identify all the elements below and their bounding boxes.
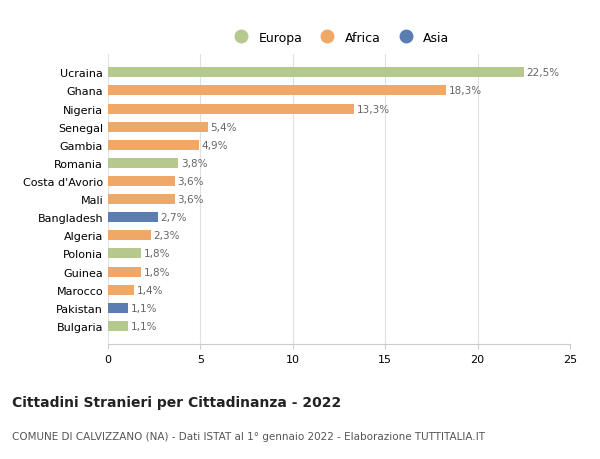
Bar xyxy=(108,140,199,151)
Bar xyxy=(108,177,175,186)
Bar xyxy=(108,231,151,241)
Bar xyxy=(108,86,446,96)
Text: 1,1%: 1,1% xyxy=(131,303,158,313)
Text: 1,1%: 1,1% xyxy=(131,321,158,331)
Bar xyxy=(108,104,354,114)
Text: Cittadini Stranieri per Cittadinanza - 2022: Cittadini Stranieri per Cittadinanza - 2… xyxy=(12,395,341,409)
Text: 3,6%: 3,6% xyxy=(178,177,204,187)
Bar xyxy=(108,267,141,277)
Text: 22,5%: 22,5% xyxy=(527,68,560,78)
Bar xyxy=(108,213,158,223)
Bar xyxy=(108,158,178,168)
Text: 13,3%: 13,3% xyxy=(356,104,389,114)
Bar xyxy=(108,249,141,259)
Text: 2,7%: 2,7% xyxy=(161,213,187,223)
Bar xyxy=(108,68,524,78)
Text: 2,3%: 2,3% xyxy=(153,231,180,241)
Text: 1,4%: 1,4% xyxy=(137,285,163,295)
Text: 1,8%: 1,8% xyxy=(144,249,170,259)
Bar xyxy=(108,285,134,295)
Legend: Europa, Africa, Asia: Europa, Africa, Asia xyxy=(223,27,455,50)
Bar xyxy=(108,195,175,205)
Text: 18,3%: 18,3% xyxy=(449,86,482,96)
Bar xyxy=(108,123,208,132)
Text: 5,4%: 5,4% xyxy=(211,123,237,132)
Bar xyxy=(108,321,128,331)
Bar xyxy=(108,303,128,313)
Text: 4,9%: 4,9% xyxy=(202,140,228,151)
Text: 1,8%: 1,8% xyxy=(144,267,170,277)
Text: 3,8%: 3,8% xyxy=(181,158,208,168)
Text: 3,6%: 3,6% xyxy=(178,195,204,205)
Text: COMUNE DI CALVIZZANO (NA) - Dati ISTAT al 1° gennaio 2022 - Elaborazione TUTTITA: COMUNE DI CALVIZZANO (NA) - Dati ISTAT a… xyxy=(12,431,485,442)
